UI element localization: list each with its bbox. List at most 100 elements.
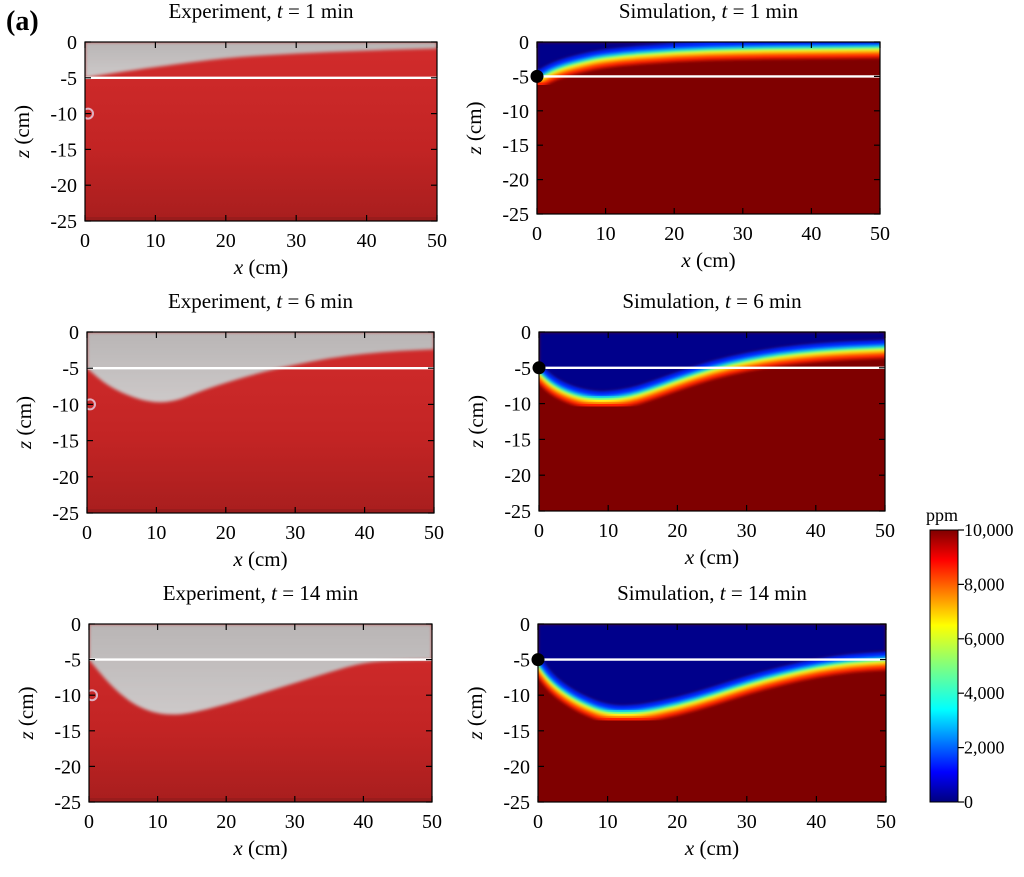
x-axis-label: x (cm) <box>233 255 288 279</box>
panel-title: Experiment, t = 14 min <box>163 581 359 605</box>
colorbar-ticks: 10,000 8,000 6,000 4,000 2,000 0 <box>958 520 1014 812</box>
y-axis-ticks: 0 -5 -10 -15 -20 -25 <box>52 322 434 525</box>
y-tick-label: -10 <box>50 104 77 126</box>
x-tick-label: 0 <box>532 223 542 245</box>
y-tick-label: -25 <box>50 211 77 233</box>
x-tick-label: 20 <box>667 811 687 833</box>
panel-title: Simulation, t = 1 min <box>619 0 799 23</box>
colorbar-tick-label: 10,000 <box>964 520 1014 540</box>
y-tick-label: 0 <box>69 322 79 344</box>
x-tick-label: 40 <box>801 223 821 245</box>
x-tick-label: 10 <box>596 223 616 245</box>
panel-title: Experiment, t = 6 min <box>168 289 354 313</box>
y-tick-label: -5 <box>62 358 79 380</box>
y-tick-label: -5 <box>513 650 530 672</box>
x-tick-label: 20 <box>216 230 236 252</box>
x-axis-label: x (cm) <box>680 248 735 272</box>
plot-frame <box>84 41 438 222</box>
y-tick-label: -5 <box>64 650 81 672</box>
x-tick-label: 30 <box>737 520 757 542</box>
plot-frame <box>536 41 881 215</box>
x-tick-label: 20 <box>216 811 236 833</box>
x-tick-label: 0 <box>80 230 90 252</box>
y-tick-label: 0 <box>521 322 531 344</box>
x-tick-label: 30 <box>285 811 305 833</box>
mixing-band-6 <box>539 338 885 396</box>
x-tick-label: 10 <box>148 811 168 833</box>
x-axis-label: x (cm) <box>684 545 739 569</box>
y-tick-label: -10 <box>503 685 530 707</box>
x-tick-label: 20 <box>664 223 684 245</box>
y-tick-label: -25 <box>503 792 530 814</box>
panels-group: 0 10 20 30 40 50 0 -5 -10 -15 -20 -25 Experiment, t … <box>10 0 896 860</box>
x-tick-label: 40 <box>357 230 377 252</box>
x-tick-label: 20 <box>667 520 687 542</box>
y-tick-label: -15 <box>504 429 531 451</box>
tank-bottom-edge <box>87 509 434 513</box>
y-tick-label: -20 <box>504 465 531 487</box>
x-tick-label: 0 <box>534 520 544 542</box>
panel-4: 0 10 20 30 40 50 0 -5 -10 -15 -20 -25 Simulation, t … <box>464 289 895 569</box>
freshwater-region <box>89 624 432 715</box>
panel-5: 0 10 20 30 40 50 0 -5 -10 -15 -20 -25 Experiment, t … <box>14 581 442 860</box>
mixing-band-6 <box>538 650 886 711</box>
y-tick-label: -20 <box>54 756 81 778</box>
x-axis-label: x (cm) <box>232 547 287 571</box>
plot-area <box>89 624 432 802</box>
plot-area <box>537 42 880 214</box>
y-tick-label: 0 <box>519 32 529 54</box>
y-axis-ticks: 0 -5 -10 -15 -20 -25 <box>504 322 885 523</box>
x-tick-label: 50 <box>427 230 447 252</box>
y-tick-label: -10 <box>52 394 79 416</box>
colorbar-tick-label: 0 <box>964 792 973 812</box>
y-tick-label: -25 <box>54 792 81 814</box>
y-tick-label: 0 <box>67 32 77 54</box>
y-axis-ticks: 0 -5 -10 -15 -20 -25 <box>503 614 886 814</box>
plot-frame <box>86 331 435 514</box>
panel-1: 0 10 20 30 40 50 0 -5 -10 -15 -20 -25 Experiment, t … <box>10 0 447 279</box>
y-tick-label: -20 <box>502 170 529 192</box>
plot-frame <box>537 623 887 803</box>
y-tick-label: -20 <box>503 756 530 778</box>
x-tick-label: 10 <box>145 230 165 252</box>
x-tick-label: 0 <box>533 811 543 833</box>
colorbar-tick-label: 4,000 <box>964 683 1005 703</box>
x-tick-label: 50 <box>876 811 896 833</box>
plot-area <box>538 624 886 802</box>
y-axis-label: z (cm) <box>10 105 34 159</box>
y-tick-label: -10 <box>504 394 531 416</box>
x-tick-label: 50 <box>870 223 890 245</box>
y-axis-label: z (cm) <box>463 686 487 740</box>
y-tick-label: -5 <box>514 358 531 380</box>
x-tick-label: 0 <box>82 522 92 544</box>
y-tick-label: -15 <box>503 721 530 743</box>
colorbar-unit-label: ppm <box>926 505 958 525</box>
outlet-marker <box>89 689 98 702</box>
x-axis-ticks: 0 10 20 30 40 50 <box>532 42 890 245</box>
x-axis-label: x (cm) <box>684 836 739 860</box>
y-tick-label: -20 <box>52 467 79 489</box>
plot-area <box>539 332 885 511</box>
y-tick-label: -25 <box>502 204 529 226</box>
tank-bottom-edge <box>85 217 437 221</box>
x-axis-ticks: 0 10 20 30 40 50 <box>534 332 895 542</box>
plot-area <box>87 332 434 513</box>
y-tick-label: 0 <box>520 614 530 636</box>
x-tick-label: 40 <box>355 522 375 544</box>
x-tick-label: 30 <box>285 522 305 544</box>
x-tick-label: 40 <box>806 520 826 542</box>
x-axis-ticks: 0 10 20 30 40 50 <box>80 42 447 252</box>
y-tick-label: -15 <box>502 135 529 157</box>
freshwater-region <box>539 332 885 392</box>
tank-bottom-edge <box>89 798 432 802</box>
freshwater-region <box>85 42 437 78</box>
x-tick-label: 0 <box>84 811 94 833</box>
x-axis-label: x (cm) <box>232 836 287 860</box>
x-tick-label: 40 <box>806 811 826 833</box>
plot-area <box>85 42 437 221</box>
outlet-marker <box>85 107 94 120</box>
saltwater-region <box>537 42 880 214</box>
panel-title: Simulation, t = 6 min <box>622 289 802 313</box>
x-tick-label: 30 <box>733 223 753 245</box>
y-tick-label: -10 <box>54 685 81 707</box>
